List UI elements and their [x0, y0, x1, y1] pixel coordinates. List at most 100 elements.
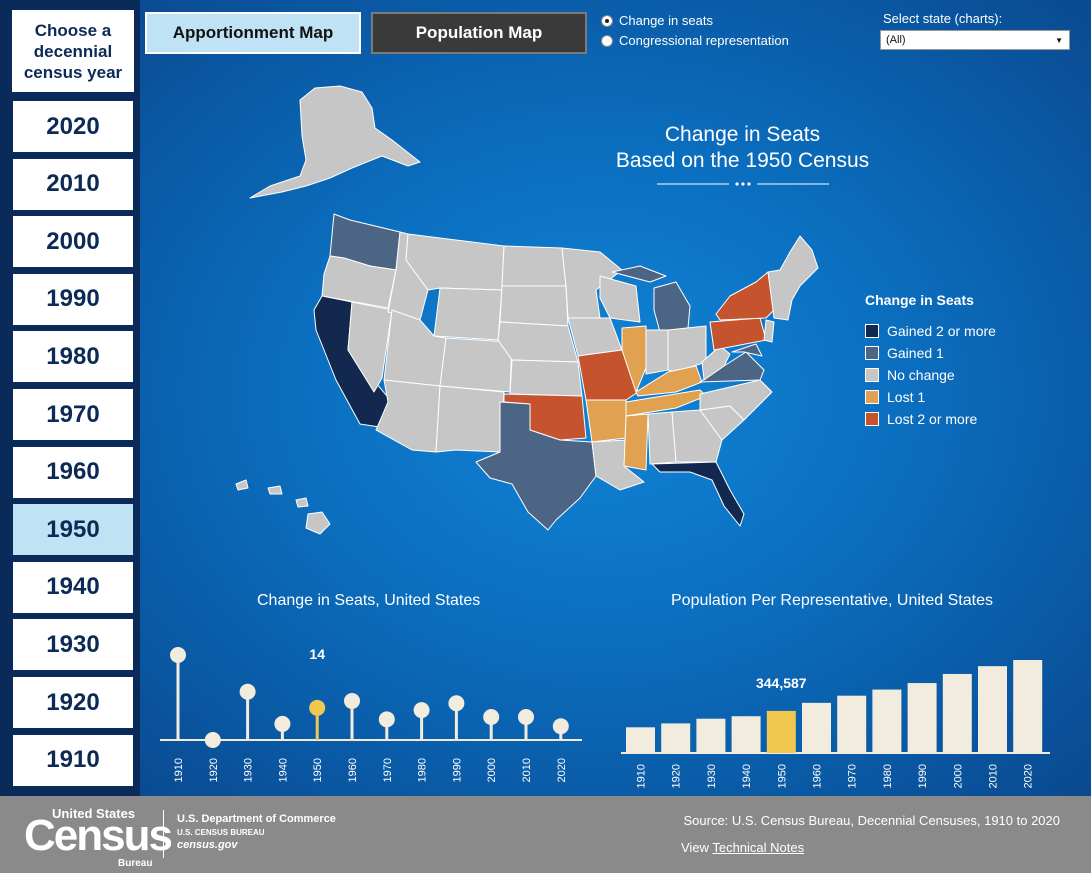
apportionment-map-button[interactable]: Apportionment Map: [145, 12, 361, 54]
map-title-line2: Based on the 1950 Census: [615, 149, 870, 172]
x-tick-label: 1970: [847, 764, 859, 788]
x-tick-label: 2010: [988, 764, 1000, 788]
technical-notes: View Technical Notes: [681, 840, 804, 855]
state-select-dropdown[interactable]: (All) ▼: [880, 30, 1070, 50]
bar: [696, 718, 726, 753]
logo-divider: [163, 810, 164, 858]
x-tick-label: 2020: [1023, 764, 1035, 788]
x-tick-label: 1910: [173, 758, 185, 782]
bureau-name: U.S. CENSUS BUREAU: [177, 828, 265, 837]
year-button-1940[interactable]: 1940: [12, 560, 134, 614]
x-tick-label: 2000: [486, 758, 498, 782]
lollipop-point: [274, 715, 291, 732]
department-info: U.S. Department of Commerce U.S. CENSUS …: [177, 813, 336, 851]
source-note: Source: U.S. Census Bureau, Decennial Ce…: [683, 813, 1060, 828]
map-title: Change in Seats Based on the 1950 Census: [600, 122, 885, 174]
radio-congressional-label: Congressional representation: [619, 33, 789, 48]
year-button-1920[interactable]: 1920: [12, 676, 134, 729]
x-tick-label: 2010: [521, 758, 533, 782]
year-button-1960[interactable]: 1960: [12, 445, 134, 499]
lollipop-point: [309, 699, 326, 716]
x-tick-label: 1950: [312, 758, 324, 782]
bar: [626, 727, 655, 753]
year-button-1980[interactable]: 1980: [12, 330, 134, 384]
view-label: View: [681, 840, 709, 855]
year-button-1950[interactable]: 1950: [12, 503, 134, 557]
radio-change-in-seats[interactable]: Change in seats: [601, 13, 713, 28]
x-tick-label: 1990: [451, 758, 463, 782]
year-button-1930[interactable]: 1930: [12, 618, 134, 672]
bar: [978, 666, 1007, 753]
radio-change-label: Change in seats: [619, 13, 713, 28]
lollipop-point: [344, 692, 360, 709]
legend-item: Gained 2 or more: [865, 320, 996, 342]
x-tick-label: 1940: [277, 758, 289, 782]
bar: [731, 716, 761, 753]
lollipop-point: [448, 695, 465, 712]
lollipop-point: [413, 702, 430, 719]
data-label: 344,587: [756, 675, 807, 691]
x-tick-label: 1920: [208, 758, 220, 782]
legend-swatch: [865, 390, 879, 404]
x-tick-label: 2000: [952, 764, 964, 788]
bar: [872, 689, 902, 753]
x-tick-label: 1940: [741, 764, 753, 788]
x-tick-label: 1980: [882, 764, 894, 788]
lollipop-point: [170, 647, 186, 663]
logo-top-text: United States: [52, 806, 136, 821]
state-select-value: (All): [886, 34, 906, 46]
legend-label: Gained 1: [887, 345, 944, 361]
year-button-2000[interactable]: 2000: [12, 215, 134, 269]
legend-label: Gained 2 or more: [887, 323, 996, 339]
radio-congressional-representation[interactable]: Congressional representation: [601, 33, 789, 48]
census-gov-link[interactable]: census.gov: [177, 839, 238, 851]
dept-name: U.S. Department of Commerce: [177, 813, 336, 825]
bar: [1013, 660, 1043, 753]
legend-swatch: [865, 368, 879, 382]
bar: [802, 702, 831, 753]
map-title-line1: Change in Seats: [664, 123, 821, 146]
legend-label: Lost 2 or more: [887, 411, 978, 427]
year-button-2020[interactable]: 2020: [12, 100, 134, 153]
x-tick-label: 1910: [636, 764, 648, 788]
change-in-seats-chart-title: Change in Seats, United States: [257, 592, 481, 609]
x-tick-label: 1960: [812, 764, 824, 788]
radio-selected-icon[interactable]: [601, 14, 613, 27]
x-tick-label: 1980: [417, 758, 429, 782]
bar: [942, 673, 972, 753]
radio-unselected-icon[interactable]: [601, 34, 613, 47]
bar: [766, 710, 796, 753]
technical-notes-link[interactable]: Technical Notes: [712, 840, 805, 855]
footer: United States Census Bureau U.S. Departm…: [0, 796, 1091, 873]
title-ornament-icon: [657, 182, 829, 186]
year-button-1990[interactable]: 1990: [12, 272, 134, 326]
year-button-1970[interactable]: 1970: [12, 388, 134, 441]
x-tick-label: 1950: [776, 764, 788, 788]
x-tick-label: 1970: [382, 758, 394, 782]
dropdown-arrow-icon: ▼: [1055, 35, 1063, 45]
logo-main-text: Census: [24, 811, 173, 860]
lollipop-point: [483, 709, 500, 726]
x-tick-label: 1930: [243, 758, 255, 782]
legend-item: No change: [865, 364, 996, 386]
lollipop-point: [552, 718, 569, 735]
x-tick-label: 1990: [917, 764, 929, 788]
year-panel: Choose a decennial census year 2020 2010 2…: [0, 0, 140, 796]
year-button-2010[interactable]: 2010: [12, 157, 134, 211]
legend-label: Lost 1: [887, 389, 926, 405]
data-label: 14: [309, 646, 325, 662]
population-per-rep-chart-title: Population Per Representative, United St…: [671, 592, 993, 609]
legend-label: No change: [887, 367, 955, 383]
legend-swatch: [865, 346, 879, 360]
bar: [907, 683, 937, 753]
population-map-button[interactable]: Population Map: [371, 12, 587, 54]
legend-title: Change in Seats: [865, 292, 974, 308]
map-legend: Change in Seats Gained 2 or more Gained 1…: [865, 292, 996, 430]
x-tick-label: 1930: [706, 764, 718, 788]
legend-swatch: [865, 412, 879, 426]
year-button-1910[interactable]: 1910: [12, 733, 134, 787]
legend-item: Lost 1: [865, 386, 996, 408]
legend-item: Lost 2 or more: [865, 408, 996, 430]
